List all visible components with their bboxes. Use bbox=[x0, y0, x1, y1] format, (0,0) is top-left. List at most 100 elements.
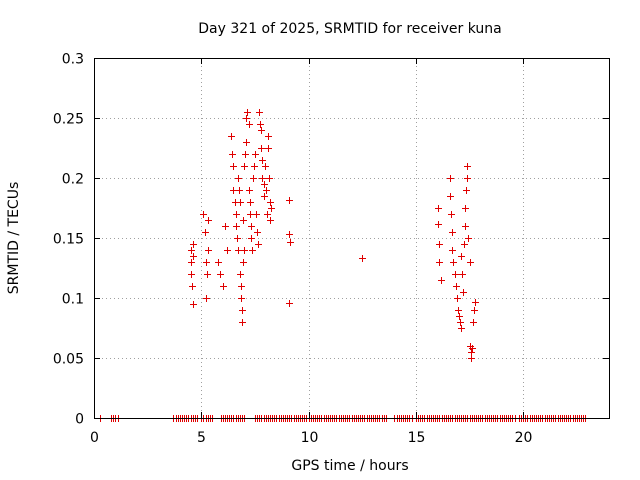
data-point bbox=[255, 241, 262, 248]
data-point bbox=[220, 283, 227, 290]
data-point bbox=[250, 175, 257, 182]
data-point bbox=[469, 345, 476, 352]
y-axis-label: SRMTID / TECUs bbox=[6, 182, 22, 295]
data-point bbox=[467, 259, 474, 266]
data-point bbox=[240, 259, 247, 266]
data-point bbox=[189, 283, 196, 290]
data-point bbox=[449, 229, 456, 236]
data-point bbox=[243, 115, 250, 122]
data-point bbox=[258, 145, 265, 152]
data-point bbox=[251, 163, 258, 170]
y-tick-label: 0.2 bbox=[62, 172, 84, 188]
data-point bbox=[259, 175, 266, 182]
data-point bbox=[470, 319, 477, 326]
data-point bbox=[244, 109, 251, 116]
data-point bbox=[266, 175, 273, 182]
data-point bbox=[238, 283, 245, 290]
data-point bbox=[224, 247, 231, 254]
data-point bbox=[248, 223, 255, 230]
y-tick-label: 0.1 bbox=[62, 292, 84, 308]
data-point bbox=[233, 223, 240, 230]
data-point bbox=[457, 319, 464, 326]
data-point bbox=[254, 229, 261, 236]
data-point bbox=[188, 247, 195, 254]
data-point bbox=[222, 223, 229, 230]
data-point bbox=[205, 217, 212, 224]
data-point bbox=[239, 319, 246, 326]
data-point bbox=[200, 211, 207, 218]
data-point bbox=[450, 259, 457, 266]
data-point bbox=[263, 187, 270, 194]
data-point bbox=[265, 145, 272, 152]
x-tick-label: 0 bbox=[90, 430, 99, 446]
data-point bbox=[236, 187, 243, 194]
data-point bbox=[235, 175, 242, 182]
data-point bbox=[465, 235, 472, 242]
data-point bbox=[241, 163, 248, 170]
data-point bbox=[435, 205, 442, 212]
data-point bbox=[190, 253, 197, 260]
y-tick-label: 0.05 bbox=[53, 352, 84, 368]
data-point bbox=[449, 247, 456, 254]
x-tick-label: 10 bbox=[301, 430, 319, 446]
data-point bbox=[268, 205, 275, 212]
data-point bbox=[252, 151, 259, 158]
data-point bbox=[217, 271, 224, 278]
data-point bbox=[267, 199, 274, 206]
data-point bbox=[240, 217, 247, 224]
data-point bbox=[229, 151, 236, 158]
y-tick-label: 0.15 bbox=[53, 232, 84, 248]
data-point bbox=[261, 181, 268, 188]
data-point bbox=[230, 187, 237, 194]
plot-frame bbox=[94, 58, 610, 419]
data-point bbox=[235, 247, 242, 254]
data-point bbox=[471, 307, 478, 314]
data-point bbox=[241, 247, 248, 254]
data-point bbox=[435, 221, 442, 228]
data-point bbox=[259, 157, 266, 164]
data-point bbox=[242, 151, 249, 158]
data-point bbox=[454, 295, 461, 302]
y-tick-label: 0.25 bbox=[53, 112, 84, 128]
data-point bbox=[203, 295, 210, 302]
x-tick-label: 20 bbox=[515, 430, 533, 446]
data-point bbox=[247, 211, 254, 218]
data-point bbox=[452, 271, 459, 278]
data-point bbox=[456, 313, 463, 320]
data-point bbox=[190, 301, 197, 308]
scatter-marks bbox=[97, 109, 589, 422]
data-point bbox=[246, 187, 253, 194]
grid-lines bbox=[94, 58, 609, 418]
data-point bbox=[460, 289, 467, 296]
data-point bbox=[359, 255, 366, 262]
data-point bbox=[286, 300, 293, 307]
data-point bbox=[453, 283, 460, 290]
data-point bbox=[203, 259, 210, 266]
data-point bbox=[249, 247, 256, 254]
data-point bbox=[468, 355, 475, 362]
data-point bbox=[461, 241, 468, 248]
data-point bbox=[458, 325, 465, 332]
data-point bbox=[202, 229, 209, 236]
data-point bbox=[447, 193, 454, 200]
chart-title: Day 321 of 2025, SRMTID for receiver kun… bbox=[198, 21, 501, 37]
data-point bbox=[261, 193, 268, 200]
data-point bbox=[205, 247, 212, 254]
data-point bbox=[234, 235, 241, 242]
data-point bbox=[188, 259, 195, 266]
data-point bbox=[286, 197, 293, 204]
data-point bbox=[472, 299, 479, 306]
data-point bbox=[468, 349, 475, 356]
y-tick-label: 0 bbox=[75, 412, 84, 428]
data-point bbox=[264, 211, 271, 218]
y-tick-label: 0.3 bbox=[62, 52, 84, 68]
data-point bbox=[463, 187, 470, 194]
data-point bbox=[256, 109, 263, 116]
data-point bbox=[243, 139, 250, 146]
data-point bbox=[190, 241, 197, 248]
data-point bbox=[188, 271, 195, 278]
data-point bbox=[436, 241, 443, 248]
x-tick-label: 5 bbox=[197, 430, 206, 446]
data-point bbox=[286, 231, 293, 238]
